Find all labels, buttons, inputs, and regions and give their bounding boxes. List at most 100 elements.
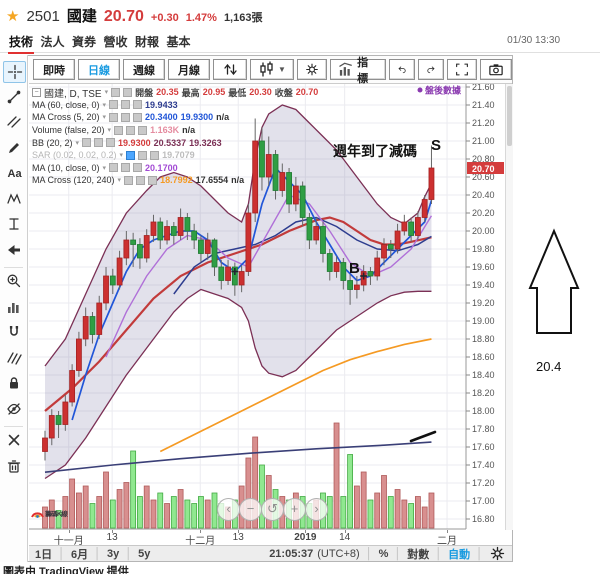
legend-name[interactable]: BB (20, 2) — [32, 137, 73, 148]
legend-action-icon[interactable] — [114, 125, 124, 135]
tab-資券[interactable]: 資券 — [71, 35, 96, 49]
range-button-6月[interactable]: 6月 — [71, 548, 89, 561]
chevron-down-icon[interactable]: ▾ — [117, 177, 122, 185]
position-tool-icon[interactable] — [3, 214, 24, 234]
chevron-down-icon[interactable]: ▾ — [104, 89, 109, 97]
legend-action-icon[interactable] — [106, 138, 116, 148]
trend-line-icon[interactable] — [3, 87, 24, 107]
chevron-down-icon[interactable]: ▾ — [102, 164, 107, 172]
legend-action-icon[interactable] — [133, 100, 143, 110]
favorite-star-icon[interactable]: ★ — [6, 8, 20, 25]
legend-name[interactable]: MA (10, close, 0) — [32, 162, 100, 173]
chevron-down-icon[interactable]: ▾ — [107, 127, 112, 135]
legend-name[interactable]: Volume (false, 20) — [32, 125, 105, 136]
legend-name[interactable]: MA Cross (5, 20) — [32, 112, 100, 123]
legend-name[interactable]: SAR (0.02, 0.02, 0.2) — [32, 150, 117, 161]
scale-option-%[interactable]: % — [378, 547, 389, 560]
timeframe-button-月線[interactable]: 月線 — [168, 59, 210, 80]
range-button-5y[interactable]: 5y — [138, 547, 151, 560]
candle-body — [116, 257, 123, 286]
scrollbar-thumb[interactable] — [507, 86, 512, 146]
remove-tools-icon[interactable] — [3, 430, 24, 450]
legend-action-icon[interactable] — [136, 175, 146, 185]
legend-action-icon[interactable] — [111, 87, 121, 97]
compare-icon[interactable] — [213, 59, 247, 80]
lock-icon[interactable] — [3, 373, 24, 393]
legend-action-icon[interactable] — [121, 112, 131, 122]
legend-action-icon[interactable] — [126, 125, 136, 135]
trend-segment-drawing[interactable] — [409, 430, 437, 443]
pan-left-button[interactable]: ‹ — [217, 498, 240, 521]
vertical-scrollbar[interactable] — [505, 84, 513, 530]
chevron-down-icon[interactable]: ▾ — [102, 114, 107, 122]
timeframe-button-週線[interactable]: 週線 — [123, 59, 165, 80]
chart-style-candles-icon[interactable]: ▼ — [250, 59, 294, 80]
chevron-down-icon[interactable]: ▾ — [102, 101, 107, 109]
note-annotation[interactable]: 週年到了減碼 — [333, 143, 417, 159]
tab-財報[interactable]: 財報 — [134, 35, 159, 49]
tab-基本[interactable]: 基本 — [166, 35, 191, 49]
buy-marker[interactable]: B — [349, 260, 360, 277]
legend-action-icon[interactable] — [124, 175, 134, 185]
sell-marker[interactable]: S — [431, 137, 441, 154]
timeframe-button-即時[interactable]: 即時 — [33, 59, 75, 80]
magnet-icon[interactable] — [3, 322, 24, 342]
legend-action-icon[interactable] — [123, 87, 133, 97]
legend-action-icon[interactable] — [138, 150, 148, 160]
legend-action-icon[interactable] — [121, 163, 131, 173]
bar-measure-icon[interactable] — [3, 297, 24, 317]
range-button-1日[interactable]: 1日 — [35, 548, 53, 561]
legend-action-icon[interactable] — [126, 150, 136, 160]
xabcd-pattern-icon[interactable] — [3, 189, 24, 209]
reset-view-button[interactable]: ↺ — [261, 498, 284, 521]
range-button-3y[interactable]: 3y — [107, 547, 120, 560]
fullscreen-icon[interactable] — [447, 59, 477, 80]
chevron-down-icon[interactable]: ▾ — [119, 152, 124, 160]
legend-name[interactable]: 國建, D, TSE — [44, 88, 102, 100]
indicators-button[interactable]: 指標 — [330, 57, 386, 85]
chevron-down-icon[interactable]: ▾ — [75, 139, 80, 147]
text-icon[interactable]: Aa — [3, 163, 24, 183]
scale-option-對數[interactable]: 對數 — [407, 548, 430, 561]
crosshair-icon[interactable] — [3, 61, 26, 83]
legend-action-icon[interactable] — [109, 163, 119, 173]
legend-action-icon[interactable] — [109, 100, 119, 110]
tab-營收[interactable]: 營收 — [103, 35, 128, 49]
legend-action-icon[interactable] — [133, 163, 143, 173]
timeframe-button-日線[interactable]: 日線 — [78, 59, 120, 80]
trash-icon[interactable] — [3, 456, 24, 476]
legend-action-icon[interactable] — [133, 112, 143, 122]
legend-name[interactable]: MA (60, close, 0) — [32, 99, 100, 110]
time-axis[interactable]: 十一月 13 十二月 13 2019 14 二月 — [29, 530, 506, 547]
zoom-out-button[interactable]: − — [239, 498, 262, 521]
redo-icon[interactable] — [418, 59, 444, 80]
zoom-in-button[interactable]: + — [283, 498, 306, 521]
legend-action-icon[interactable] — [150, 150, 160, 160]
pan-right-button[interactable]: › — [305, 498, 328, 521]
zoom-in-icon[interactable] — [3, 271, 24, 291]
arrow-drawing[interactable]: 20.4 — [505, 225, 600, 380]
candle-body — [184, 217, 191, 232]
up-arrow-shape[interactable] — [528, 228, 580, 334]
tab-技術[interactable]: 技術 — [8, 33, 34, 54]
legend-action-icon[interactable] — [148, 175, 158, 185]
legend-action-icon[interactable] — [138, 125, 148, 135]
tab-法人[interactable]: 法人 — [40, 35, 65, 49]
multi-draw-icon[interactable] — [3, 348, 24, 368]
arrow-mark-icon[interactable] — [3, 240, 24, 260]
settings-gear-icon[interactable] — [297, 59, 327, 80]
collapse-icon[interactable]: − — [32, 87, 41, 97]
timezone[interactable]: (UTC+8) — [317, 547, 360, 560]
hide-drawings-icon[interactable] — [3, 399, 24, 419]
legend-action-icon[interactable] — [82, 138, 92, 148]
legend-action-icon[interactable] — [121, 100, 131, 110]
legend-action-icon[interactable] — [94, 138, 104, 148]
legend-name[interactable]: MA Cross (120, 240) — [32, 175, 115, 186]
axis-settings-gear-icon[interactable] — [489, 545, 506, 562]
undo-icon[interactable] — [389, 59, 415, 80]
parallel-lines-icon[interactable] — [3, 112, 24, 132]
scale-option-自動[interactable]: 自動 — [448, 548, 471, 561]
brush-icon[interactable] — [3, 138, 24, 158]
legend-action-icon[interactable] — [109, 112, 119, 122]
camera-icon[interactable] — [480, 59, 512, 80]
